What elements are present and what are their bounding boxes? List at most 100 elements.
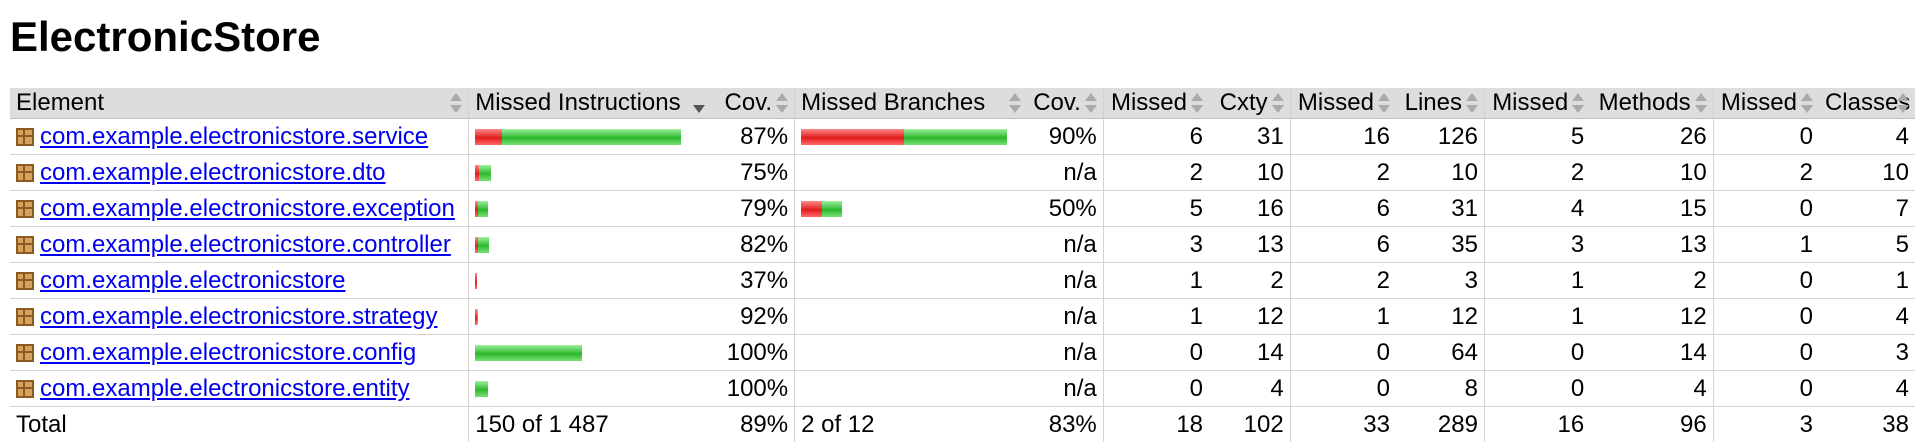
total-complexity: 102 [1209,407,1290,442]
header-missed-complexity[interactable]: Missed [1103,88,1209,119]
header-branches-coverage[interactable]: Cov. [1027,88,1103,119]
package-cell: com.example.electronicstore.config [10,335,469,371]
complexity: 16 [1209,191,1290,227]
missed-complexity: 6 [1103,119,1209,155]
classes: 4 [1819,119,1915,155]
header-instructions-coverage[interactable]: Cov. [711,88,795,119]
missed-methods: 0 [1484,335,1590,371]
classes: 1 [1819,263,1915,299]
complexity: 4 [1209,371,1290,407]
header-missed-methods[interactable]: Missed [1484,88,1590,119]
missed-classes: 0 [1713,371,1819,407]
classes: 4 [1819,299,1915,335]
lines: 3 [1396,263,1485,299]
header-missed-instructions[interactable]: Missed Instructions [469,88,711,119]
missed-methods: 3 [1484,227,1590,263]
branches-bar-cell [795,155,1027,191]
missed-lines: 0 [1290,371,1396,407]
package-cell: com.example.electronicstore.controller [10,227,469,263]
package-cell: com.example.electronicstore.service [10,119,469,155]
missed-complexity: 5 [1103,191,1209,227]
methods: 10 [1590,155,1713,191]
classes: 5 [1819,227,1915,263]
package-link[interactable]: com.example.electronicstore.service [40,123,428,151]
branches-covered-segment [822,201,842,217]
header-missed-lines[interactable]: Missed [1290,88,1396,119]
instructions-bar-cell [469,155,711,191]
lines: 10 [1396,155,1485,191]
instructions-bar-cell [469,191,711,227]
lines: 64 [1396,335,1485,371]
complexity: 14 [1209,335,1290,371]
branches-coverage: n/a [1027,227,1103,263]
total-branches-coverage: 83% [1027,407,1103,442]
lines: 126 [1396,119,1485,155]
branches-coverage: n/a [1027,299,1103,335]
package-cell: com.example.electronicstore.entity [10,371,469,407]
instructions-coverage: 37% [711,263,795,299]
instructions-covered-segment [475,381,488,397]
branches-covered-segment [904,129,1007,145]
package-link[interactable]: com.example.electronicstore [40,267,345,295]
methods: 14 [1590,335,1713,371]
total-missed-methods: 16 [1484,407,1590,442]
package-cell: com.example.electronicstore.exception [10,191,469,227]
header-lines[interactable]: Lines [1396,88,1485,119]
classes: 4 [1819,371,1915,407]
instructions-coverage: 100% [711,371,795,407]
header-row: Element Missed Instructions Cov. Missed … [10,88,1915,119]
package-link[interactable]: com.example.electronicstore.controller [40,231,451,259]
branches-bar-cell [795,191,1027,227]
missed-lines: 2 [1290,263,1396,299]
total-classes: 38 [1819,407,1915,442]
branches-missed-segment [801,129,904,145]
instructions-coverage: 82% [711,227,795,263]
classes: 3 [1819,335,1915,371]
missed-classes: 0 [1713,263,1819,299]
complexity: 2 [1209,263,1290,299]
header-element[interactable]: Element [10,88,469,119]
header-methods[interactable]: Methods [1590,88,1713,119]
package-link[interactable]: com.example.electronicstore.entity [40,375,410,403]
branches-missed-segment [801,201,822,217]
instructions-coverage: 100% [711,335,795,371]
branches-bar-cell [795,299,1027,335]
instructions-bar-cell [469,263,711,299]
branches-coverage: 90% [1027,119,1103,155]
header-classes[interactable]: Classes [1819,88,1915,119]
package-icon [16,308,34,326]
instructions-missed-segment [475,273,477,289]
branches-bar-cell [795,371,1027,407]
branches-bar [801,199,1021,219]
branches-bar-cell [795,263,1027,299]
methods: 13 [1590,227,1713,263]
header-missed-branches[interactable]: Missed Branches [795,88,1027,119]
package-link[interactable]: com.example.electronicstore.dto [40,159,386,187]
instructions-bar [475,379,705,399]
total-lines: 289 [1396,407,1485,442]
branches-bar [801,235,1021,255]
package-link[interactable]: com.example.electronicstore.config [40,339,416,367]
missed-classes: 0 [1713,335,1819,371]
instructions-bar [475,271,705,291]
branches-coverage: 50% [1027,191,1103,227]
methods: 26 [1590,119,1713,155]
instructions-covered-segment [479,165,491,181]
instructions-bar-cell [469,299,711,335]
branches-bar [801,379,1021,399]
package-cell: com.example.electronicstore.strategy [10,299,469,335]
package-link[interactable]: com.example.electronicstore.strategy [40,303,438,331]
lines: 31 [1396,191,1485,227]
total-missed-lines: 33 [1290,407,1396,442]
header-missed-classes[interactable]: Missed [1713,88,1819,119]
total-instructions-coverage: 89% [711,407,795,442]
complexity: 10 [1209,155,1290,191]
missed-methods: 1 [1484,299,1590,335]
branches-bar [801,307,1021,327]
package-link[interactable]: com.example.electronicstore.exception [40,195,455,223]
header-complexity[interactable]: Cxty [1209,88,1290,119]
